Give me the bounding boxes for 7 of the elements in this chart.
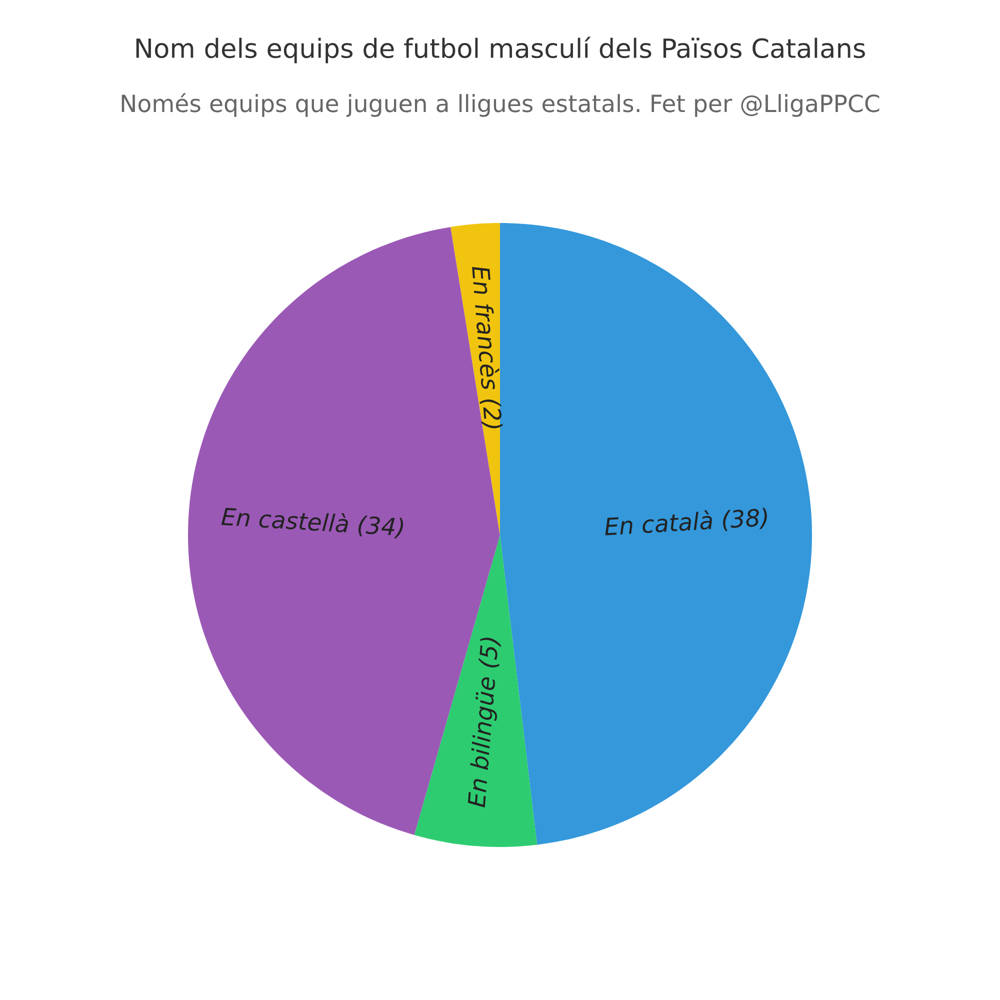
slice-label: En francès (2) bbox=[469, 266, 504, 430]
chart-subtitle: Només equips que juguen a lligues estatals. Fet per @LligaPPCC bbox=[122, 93, 880, 117]
slice-label: En bilingüe (5) bbox=[466, 637, 504, 808]
pie-slice bbox=[414, 535, 538, 847]
chart-title: Nom dels equips de futbol masculí dels Països Catalans bbox=[136, 36, 865, 64]
slice-label: En català (38) bbox=[604, 506, 768, 538]
slice-label: En castellà (34) bbox=[221, 506, 404, 539]
